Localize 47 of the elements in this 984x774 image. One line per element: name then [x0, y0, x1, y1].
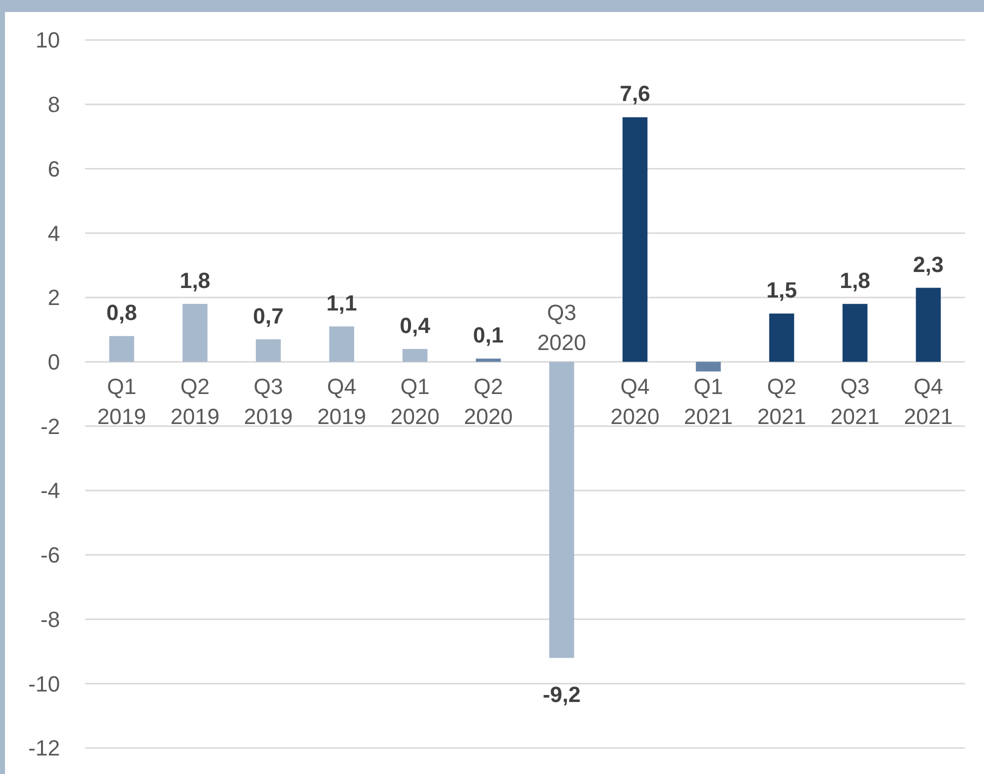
bar — [916, 288, 941, 362]
y-tick-label: -6 — [40, 542, 60, 568]
x-tick-label: Q3 2021 — [830, 374, 880, 429]
data-label: 0,8 — [106, 300, 137, 326]
x-tick-label: Q4 2020 — [610, 374, 660, 429]
data-label: 0,4 — [400, 312, 432, 338]
bar — [696, 362, 721, 372]
bar — [182, 304, 208, 362]
x-tick-label: Q4 2019 — [317, 374, 366, 429]
y-tick-label: -8 — [40, 606, 60, 632]
bar — [549, 362, 574, 658]
bar — [476, 358, 501, 362]
data-label: -9,2 — [542, 682, 581, 707]
bar — [256, 339, 281, 362]
y-tick-label: 6 — [48, 156, 60, 182]
bar — [402, 348, 428, 362]
bar — [622, 117, 648, 362]
data-label: 1,5 — [766, 278, 797, 303]
x-tick-label: Q2 2019 — [170, 374, 220, 429]
data-label: 0,7 — [253, 303, 284, 328]
x-tick-label: Q4 2021 — [904, 374, 953, 429]
bar — [329, 326, 354, 362]
y-tick-label: -2 — [40, 414, 60, 439]
x-tick-label: Q1 2019 — [97, 374, 146, 429]
y-tick-label: 8 — [48, 92, 60, 118]
y-tick-label: 4 — [48, 220, 60, 246]
bar — [769, 314, 794, 362]
data-label: 7,6 — [620, 81, 650, 106]
data-label: 0,1 — [473, 322, 504, 348]
data-label: 2,3 — [913, 252, 944, 277]
y-tick-label: 0 — [48, 350, 60, 375]
y-tick-label: 2 — [48, 285, 60, 310]
y-tick-label: -4 — [40, 478, 60, 504]
bar — [109, 336, 134, 362]
x-tick-label: Q3 2019 — [244, 374, 293, 429]
data-label: 1,1 — [326, 290, 357, 316]
data-label: 1,8 — [180, 268, 210, 293]
x-tick-label: Q1 2020 — [390, 374, 440, 429]
bar — [842, 304, 868, 362]
y-tick-label: 10 — [36, 28, 60, 53]
y-tick-label: -12 — [28, 736, 60, 761]
x-tick-label: Q3 2020 — [537, 300, 586, 355]
x-tick-label: Q2 2020 — [464, 374, 513, 429]
x-tick-label: Q1 2021 — [684, 374, 733, 429]
x-tick-label: Q2 2021 — [757, 374, 806, 429]
data-label: 1,8 — [840, 268, 870, 293]
y-tick-label: -10 — [28, 671, 60, 696]
